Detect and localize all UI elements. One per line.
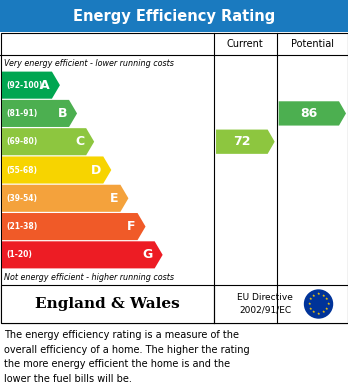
Text: Energy Efficiency Rating: Energy Efficiency Rating [73,9,275,23]
Text: 72: 72 [233,135,251,148]
Text: (21-38): (21-38) [6,222,37,231]
Text: A: A [40,79,50,91]
Text: (81-91): (81-91) [6,109,37,118]
Polygon shape [279,101,346,126]
Polygon shape [2,156,111,183]
Text: (55-68): (55-68) [6,165,37,174]
Text: Very energy efficient - lower running costs: Very energy efficient - lower running co… [4,59,174,68]
Text: ★: ★ [322,310,325,314]
Circle shape [304,290,333,318]
Polygon shape [2,185,128,212]
Bar [0,0,348,32]
Polygon shape [2,241,163,268]
Bar [0,285,348,323]
Text: (39-54): (39-54) [6,194,37,203]
Text: F: F [127,220,135,233]
Text: ★: ★ [317,312,320,316]
Text: ★: ★ [309,307,312,311]
Text: (92-100): (92-100) [6,81,42,90]
Text: Potential: Potential [291,39,334,49]
Text: G: G [142,248,153,261]
Bar [0,33,348,323]
Text: ★: ★ [325,297,329,301]
Text: ★: ★ [326,302,330,306]
Text: 86: 86 [300,107,317,120]
Text: ★: ★ [307,302,311,306]
Text: ★: ★ [322,294,325,298]
Text: B: B [57,107,67,120]
Text: (69-80): (69-80) [6,137,37,146]
Text: C: C [75,135,84,148]
Text: E: E [110,192,118,205]
Polygon shape [216,129,275,154]
Text: The energy efficiency rating is a measure of the
overall efficiency of a home. T: The energy efficiency rating is a measur… [4,330,250,384]
Text: ★: ★ [309,297,312,301]
Text: ★: ★ [317,292,320,296]
Text: EU Directive
2002/91/EC: EU Directive 2002/91/EC [237,293,293,315]
Polygon shape [2,213,145,240]
Text: D: D [91,163,101,176]
Text: ★: ★ [312,310,316,314]
Text: England & Wales: England & Wales [35,297,179,311]
Text: (1-20): (1-20) [6,250,32,259]
Polygon shape [2,100,77,127]
Polygon shape [2,72,60,99]
Text: Not energy efficient - higher running costs: Not energy efficient - higher running co… [4,273,174,282]
Text: ★: ★ [312,294,316,298]
Text: ★: ★ [325,307,329,311]
Text: Current: Current [227,39,264,49]
Polygon shape [2,128,94,155]
